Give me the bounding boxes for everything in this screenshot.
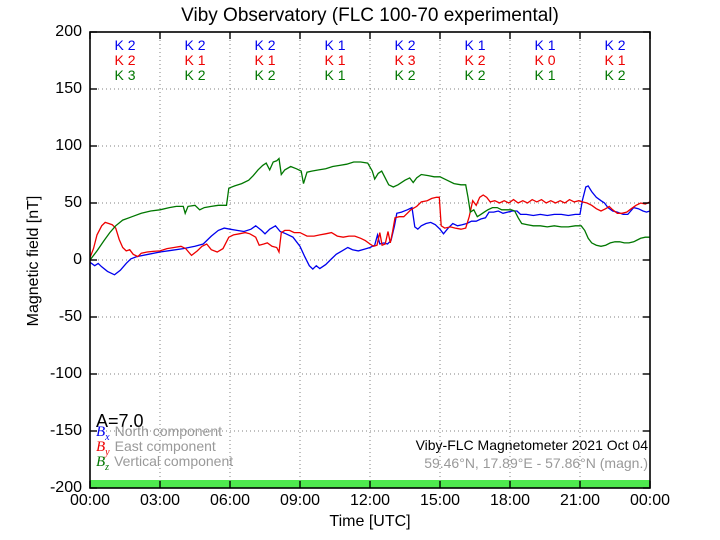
k-index-value: K 1	[324, 51, 346, 68]
k-index-value: K 2	[254, 66, 276, 83]
k-index-value: K 1	[534, 66, 556, 83]
k-index-value: K 2	[604, 66, 626, 83]
k-index-value: K 2	[394, 36, 416, 53]
chart-title: Viby Observatory (FLC 100-70 experimenta…	[181, 5, 559, 26]
k-index-value: K 1	[324, 36, 346, 53]
legend-item-east: By East component	[96, 438, 216, 459]
x-tick-label: 09:00	[279, 492, 321, 509]
y-tick-label: 50	[64, 194, 82, 211]
y-tick-label: 0	[73, 251, 82, 268]
y-tick-label: 100	[55, 137, 82, 154]
series-Bx	[89, 185, 651, 276]
k-index-value: K 1	[534, 36, 556, 53]
by-symbol: By	[96, 439, 110, 459]
legend-item-vertical: Bz Vertical component	[96, 453, 234, 474]
k-index-value: K 2	[114, 36, 136, 53]
k-index-value: K 3	[394, 51, 416, 68]
x-tick-label: 00:00	[69, 492, 111, 509]
series-By	[89, 194, 651, 258]
k-index-value: K 2	[114, 51, 136, 68]
k-index-value: K 2	[184, 66, 206, 83]
legend-label: Vertical component	[114, 453, 234, 469]
k-index-value: K 1	[604, 51, 626, 68]
legend-label: North component	[114, 423, 223, 439]
y-tick-label: 150	[55, 80, 82, 97]
legend-label: East component	[114, 438, 216, 454]
series-Bz	[89, 157, 650, 261]
k-index-value: K 1	[464, 36, 486, 53]
x-tick-label: 03:00	[139, 492, 181, 509]
k-index-value: K 2	[394, 66, 416, 83]
k-index-value: K 0	[534, 51, 556, 68]
k-index-value: K 1	[254, 51, 276, 68]
a-index-annotation: A=7.0	[96, 411, 144, 431]
x-tick-label: 12:00	[349, 492, 391, 509]
k-index-value: K 2	[604, 36, 626, 53]
y-tick-label: -50	[58, 308, 82, 325]
station-info: Viby-FLC Magnetometer 2021 Oct 04	[415, 437, 648, 453]
coordinates-info: 59.46°N, 17.89°E - 57.86°N (magn.)	[424, 455, 648, 471]
k-index-value: K 2	[254, 36, 276, 53]
bx-symbol: Bx	[96, 424, 110, 444]
x-axis-label: Time [UTC]	[329, 513, 411, 530]
x-tick-label: 18:00	[489, 492, 531, 509]
bz-symbol: Bz	[96, 454, 110, 474]
y-tick-label: -100	[49, 365, 82, 382]
x-tick-label: 06:00	[209, 492, 251, 509]
x-tick-label: 21:00	[559, 492, 601, 509]
x-tick-label: 00:00	[629, 492, 671, 509]
k-index-value: K 1	[324, 66, 346, 83]
y-tick-label: -200	[49, 479, 82, 496]
k-index-value: K 1	[184, 51, 206, 68]
k-index-value: K 2	[464, 51, 486, 68]
k-index-value: K 2	[184, 36, 206, 53]
k-index-value: K 3	[114, 66, 136, 83]
y-tick-label: -150	[49, 422, 82, 439]
legend-item-north: Bx North component	[96, 423, 223, 444]
x-tick-label: 15:00	[419, 492, 461, 509]
y-tick-label: 200	[55, 23, 82, 40]
k-index-value: K 2	[464, 66, 486, 83]
